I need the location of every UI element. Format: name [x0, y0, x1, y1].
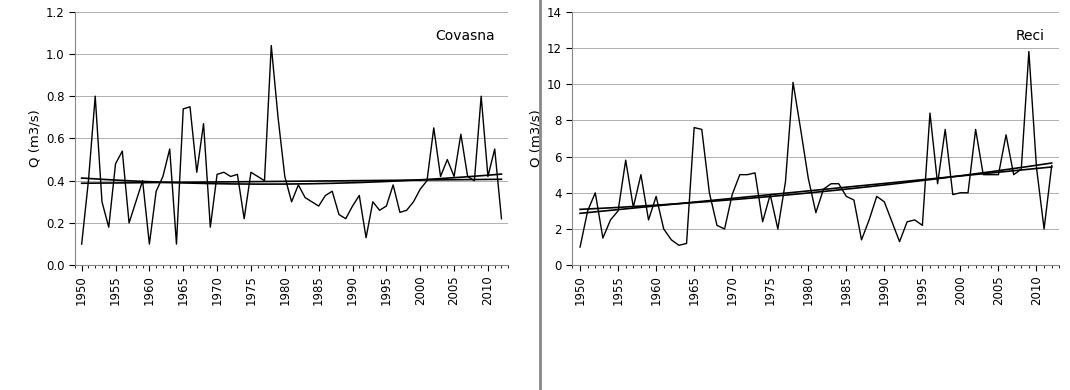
Y-axis label: Q (m3/s): Q (m3/s) [29, 110, 42, 167]
Text: Covasna: Covasna [435, 30, 495, 43]
Text: Reci: Reci [1015, 30, 1044, 43]
Y-axis label: Q (m3/s): Q (m3/s) [530, 110, 542, 167]
